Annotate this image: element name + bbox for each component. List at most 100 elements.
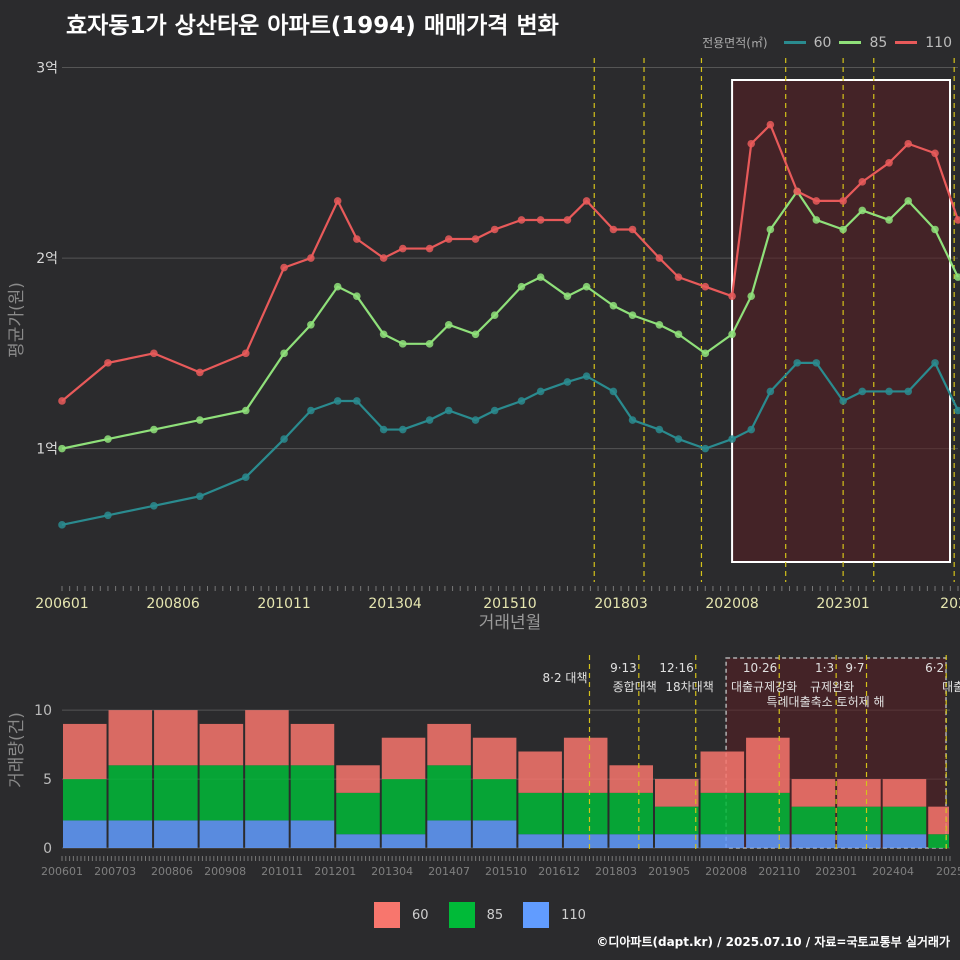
price-y-tick-label: 1억 <box>36 442 58 458</box>
volume-bar-85 <box>791 806 836 835</box>
legend-title: 전용면적(㎡) <box>702 36 768 50</box>
data-point-110 <box>517 216 526 224</box>
volume-x-tick-label: 201304 <box>371 865 413 878</box>
volume-bar-110 <box>655 834 699 848</box>
volume-bar-60 <box>609 765 653 793</box>
data-point-110 <box>609 225 618 234</box>
bar-legend-swatch-85 <box>448 902 475 928</box>
policy-event-label: 9·7 <box>845 661 864 675</box>
volume-bar-110 <box>108 820 153 848</box>
volume-bar-60 <box>154 710 198 766</box>
data-point-60 <box>490 406 499 415</box>
data-point-110 <box>701 282 710 291</box>
volume-bar-85 <box>154 765 198 821</box>
volume-x-tick-label: 201803 <box>595 865 637 878</box>
data-point-110 <box>425 244 434 253</box>
data-point-85 <box>766 225 775 234</box>
data-point-60 <box>747 425 756 434</box>
data-point-60 <box>563 378 572 386</box>
price-x-tick-label: 201304 <box>368 596 422 612</box>
bar-legend-label-85: 85 <box>486 907 504 923</box>
volume-bar-85 <box>928 834 949 848</box>
volume-x-tick-label: 200703 <box>94 865 136 878</box>
policy-event-label: 12·16 <box>659 661 693 675</box>
volume-bar-60 <box>700 751 745 793</box>
data-point-60 <box>954 406 960 415</box>
data-point-110 <box>563 216 572 224</box>
data-point-110 <box>398 244 407 253</box>
data-point-60 <box>728 435 736 443</box>
volume-y-tick-label: 0 <box>43 841 52 857</box>
data-point-60 <box>766 387 775 396</box>
volume-bar-60 <box>563 737 608 793</box>
data-point-85 <box>379 330 388 339</box>
volume-bar-85 <box>290 765 335 821</box>
volume-bar-60 <box>928 806 949 835</box>
volume-bar-110 <box>518 834 562 848</box>
data-point-110 <box>471 235 480 243</box>
data-point-85 <box>747 292 756 300</box>
volume-bar-85 <box>427 765 471 821</box>
volume-bar-60 <box>245 710 289 766</box>
bar-legend-label-60: 60 <box>412 907 429 923</box>
volume-x-tick-label: 200601 <box>41 865 83 878</box>
data-point-85 <box>536 273 545 281</box>
policy-event-label: 10·26 <box>743 661 777 675</box>
volume-x-tick-label: 200908 <box>204 865 246 878</box>
volume-bar-85 <box>336 792 380 835</box>
data-point-110 <box>766 120 775 129</box>
volume-bar-60 <box>427 723 471 766</box>
data-point-110 <box>728 292 736 300</box>
data-point-60 <box>931 359 939 367</box>
volume-bar-85 <box>609 792 653 835</box>
volume-bar-85 <box>63 779 107 821</box>
volume-bar-60 <box>882 779 927 807</box>
price-x-tick-label: 201803 <box>594 596 647 612</box>
policy-event-sublabel: 규제완화 <box>810 680 854 694</box>
volume-x-tick-label: 201407 <box>428 865 470 878</box>
bar-legend-label-110: 110 <box>561 907 586 923</box>
price-x-tick-label: 201011 <box>257 596 310 612</box>
data-point-60 <box>885 387 893 396</box>
data-point-110 <box>353 235 361 243</box>
data-point-110 <box>196 368 204 377</box>
volume-x-tick-label: 202008 <box>705 865 747 878</box>
volume-bar-110 <box>154 820 198 848</box>
volume-bar-110 <box>700 834 745 848</box>
data-point-60 <box>582 372 591 381</box>
data-point-85 <box>425 340 434 348</box>
volume-bar-110 <box>563 834 608 848</box>
data-point-60 <box>471 416 480 424</box>
bar-legend-item-85: 85 <box>448 902 504 928</box>
volume-bar-60 <box>746 737 790 793</box>
data-point-110 <box>333 197 342 205</box>
volume-bar-60 <box>63 723 107 780</box>
price-x-tick-label: 201510 <box>483 596 536 612</box>
data-point-60 <box>858 387 867 396</box>
policy-event-sublabel: 대출 <box>942 680 960 694</box>
data-point-110 <box>858 178 867 186</box>
data-point-60 <box>904 387 913 396</box>
data-point-85 <box>353 292 361 300</box>
volume-bar-110 <box>336 834 380 848</box>
bar-legend-item-60: 60 <box>374 902 429 928</box>
volume-bar-110 <box>290 820 335 848</box>
data-point-85 <box>196 416 204 424</box>
data-point-110 <box>582 197 591 205</box>
volume-x-tick-label: 202110 <box>758 865 800 878</box>
volume-x-tick-label: 201011 <box>261 865 303 878</box>
volume-bar-110 <box>427 820 471 848</box>
policy-event-sublabel: 18차대책 <box>665 679 713 694</box>
volume-x-tick-label: 201612 <box>538 865 580 878</box>
bar-legend-item-110: 110 <box>523 902 586 928</box>
policy-event-label: 9·13 <box>610 661 637 675</box>
data-point-85 <box>609 301 618 310</box>
data-point-110 <box>280 263 288 272</box>
volume-bar-85 <box>700 792 745 835</box>
data-point-110 <box>904 139 913 148</box>
volume-bar-110 <box>609 834 653 848</box>
volume-y-tick-label: 5 <box>43 772 52 788</box>
data-point-85 <box>858 206 867 215</box>
volume-bar-60 <box>655 779 699 807</box>
volume-x-tick-label: 201510 <box>485 865 527 878</box>
